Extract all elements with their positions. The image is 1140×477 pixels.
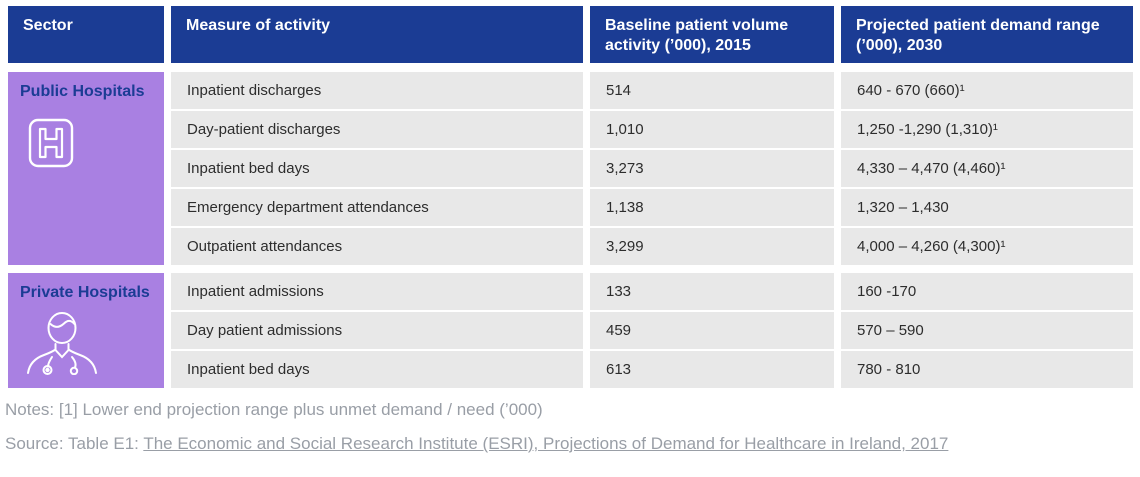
- source-prefix: Source: Table E1:: [5, 434, 144, 453]
- baseline-cell: 1,138: [590, 189, 834, 226]
- measure-cell: Inpatient bed days: [171, 351, 583, 388]
- doctor-icon: [27, 312, 97, 375]
- source-line: Source: Table E1: The Economic and Socia…: [5, 433, 948, 455]
- table-footer: Notes: [1] Lower end projection range pl…: [5, 399, 948, 455]
- baseline-cell: 514: [590, 72, 834, 109]
- header-baseline-2015: Baseline patient volume activity (’000),…: [590, 6, 834, 63]
- notes-text: Notes: [1] Lower end projection range pl…: [5, 400, 543, 419]
- source-link[interactable]: The Economic and Social Research Institu…: [143, 434, 949, 453]
- projected-cell: 4,000 – 4,260 (4,300)¹: [841, 228, 1133, 265]
- projected-cell: 1,320 – 1,430: [841, 189, 1133, 226]
- table-header-row: Sector Measure of activity Baseline pati…: [8, 6, 1133, 63]
- projected-cell: 640 - 670 (660)¹: [841, 72, 1133, 109]
- measure-cell: Inpatient bed days: [171, 150, 583, 187]
- sector-label-private: Private Hospitals: [20, 284, 150, 301]
- sector-cell-private: Private Hospitals: [8, 273, 164, 388]
- header-projected-2030: Projected patient demand range (’000), 2…: [841, 6, 1133, 63]
- table-row: Emergency department attendances 1,138 1…: [171, 189, 1133, 226]
- table-row: Day-patient discharges 1,010 1,250 -1,29…: [171, 111, 1133, 148]
- measure-cell: Emergency department attendances: [171, 189, 583, 226]
- baseline-cell: 1,010: [590, 111, 834, 148]
- projected-cell: 1,250 -1,290 (1,310)¹: [841, 111, 1133, 148]
- table-row: Day patient admissions 459 570 – 590: [171, 312, 1133, 349]
- table-row: Inpatient admissions 133 160 -170: [171, 273, 1133, 310]
- baseline-cell: 3,273: [590, 150, 834, 187]
- table-row: Inpatient bed days 613 780 - 810: [171, 351, 1133, 388]
- section-public-hospitals: Public Hospitals Inpatient discharges 51…: [8, 72, 1133, 265]
- baseline-cell: 3,299: [590, 228, 834, 265]
- projected-cell: 160 -170: [841, 273, 1133, 310]
- table-row: Outpatient attendances 3,299 4,000 – 4,2…: [171, 228, 1133, 265]
- measure-cell: Inpatient discharges: [171, 72, 583, 109]
- baseline-cell: 133: [590, 273, 834, 310]
- sector-label-public: Public Hospitals: [20, 83, 145, 100]
- measure-cell: Inpatient admissions: [171, 273, 583, 310]
- projected-cell: 4,330 – 4,470 (4,460)¹: [841, 150, 1133, 187]
- rows-private: Inpatient admissions 133 160 -170 Day pa…: [171, 273, 1133, 388]
- baseline-cell: 459: [590, 312, 834, 349]
- baseline-cell: 613: [590, 351, 834, 388]
- header-sector: Sector: [8, 6, 164, 63]
- projected-cell: 570 – 590: [841, 312, 1133, 349]
- measure-cell: Outpatient attendances: [171, 228, 583, 265]
- hospital-icon: [28, 118, 74, 168]
- header-measure: Measure of activity: [171, 6, 583, 63]
- projections-table: Sector Measure of activity Baseline pati…: [8, 6, 1133, 388]
- table-row: Inpatient discharges 514 640 - 670 (660)…: [171, 72, 1133, 109]
- sector-cell-public: Public Hospitals: [8, 72, 164, 265]
- table-row: Inpatient bed days 3,273 4,330 – 4,470 (…: [171, 150, 1133, 187]
- projected-cell: 780 - 810: [841, 351, 1133, 388]
- measure-cell: Day-patient discharges: [171, 111, 583, 148]
- section-private-hospitals: Private Hospitals Inpatient admissions: [8, 273, 1133, 388]
- measure-cell: Day patient admissions: [171, 312, 583, 349]
- rows-public: Inpatient discharges 514 640 - 670 (660)…: [171, 72, 1133, 265]
